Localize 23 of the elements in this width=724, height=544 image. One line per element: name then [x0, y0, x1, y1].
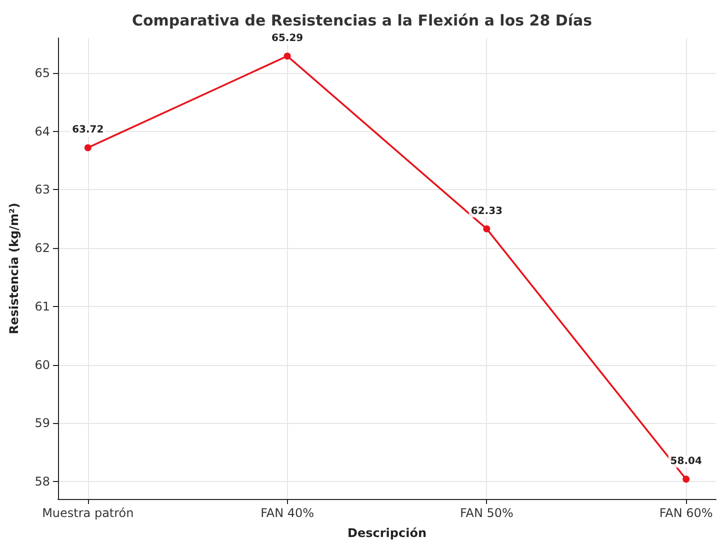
x-tick-label: FAN 40% — [260, 506, 314, 520]
x-tick-label: FAN 60% — [659, 506, 713, 520]
data-label: 65.29 — [271, 33, 304, 44]
data-label: 58.04 — [670, 456, 702, 468]
point — [682, 476, 690, 483]
y-tick-label: 62 — [34, 241, 50, 256]
y-tick-label: 59 — [34, 416, 50, 430]
point — [84, 144, 92, 152]
chart-title: Comparativa de Resistencias a la Flexión a los 28 Días — [132, 12, 592, 30]
y-tick-label: 65 — [34, 66, 50, 80]
y-tick-label: 63 — [34, 182, 50, 197]
x-axis-title: Descripción — [348, 526, 426, 540]
data-label: 62.33 — [470, 206, 503, 217]
data-label: 63.72 — [72, 124, 104, 136]
y-tick-label: 61 — [34, 299, 50, 314]
point — [483, 225, 490, 232]
x-tick-label: FAN 50% — [460, 506, 514, 520]
point — [284, 52, 291, 60]
y-tick-label: 64 — [34, 124, 50, 138]
y-axis-title: Resistencia (kg/m²) — [7, 202, 21, 334]
x-tick-label: Muestra patrón — [42, 506, 134, 520]
y-tick-label: 58 — [34, 474, 50, 488]
y-tick-label: 60 — [34, 358, 50, 372]
